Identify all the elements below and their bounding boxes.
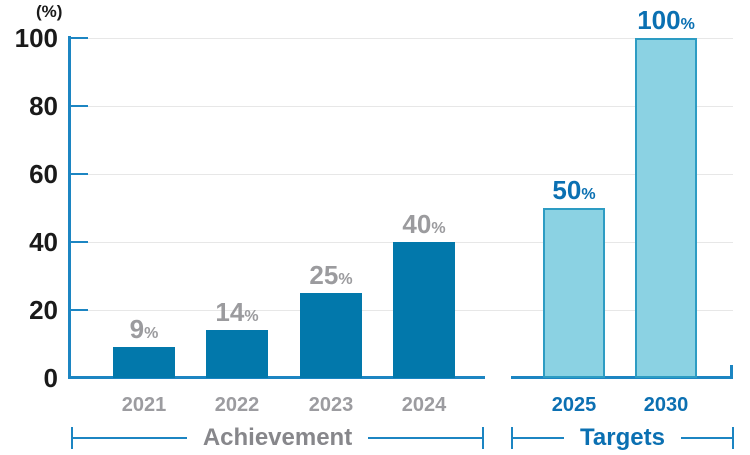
x-tick-label-2022: 2022	[214, 394, 260, 416]
x-tick-label-2025: 2025	[551, 394, 597, 416]
group-bracket-achievement: Achievement	[71, 424, 485, 451]
y-axis-tick	[70, 105, 88, 107]
bar-value-number: 14	[215, 297, 245, 328]
x-axis-baseline-achievement	[70, 376, 485, 379]
percent-suffix: %	[581, 186, 596, 203]
bar-value-label: 14%	[167, 297, 307, 332]
bar-value-label: 50%	[504, 175, 644, 210]
gridline	[70, 37, 733, 39]
bracket-right-cap	[482, 427, 485, 449]
gridline	[70, 105, 733, 107]
bracket-line	[73, 437, 187, 439]
y-axis-tick	[70, 241, 88, 243]
y-axis-line	[68, 36, 71, 379]
bar-value-number: 25	[309, 260, 339, 290]
x-axis-baseline-targets	[511, 376, 733, 379]
y-axis-tick-label: 100	[14, 23, 58, 53]
bar-2025	[543, 208, 605, 378]
y-axis-tick-label: 20	[29, 295, 58, 325]
y-axis-tick-label: 80	[29, 91, 58, 121]
x-axis-end-tick	[730, 365, 733, 378]
bracket-line	[513, 437, 565, 439]
bar-value-number: 50	[552, 175, 582, 205]
y-axis-tick-label: 60	[29, 159, 58, 189]
bar-value-number: 100	[637, 5, 681, 35]
gridline	[70, 173, 733, 175]
y-axis-tick	[70, 37, 88, 39]
bar-value-label: 40%	[354, 209, 494, 244]
bar-2022	[206, 330, 268, 378]
x-tick-label-2021: 2021	[121, 394, 167, 416]
bracket-left-cap	[511, 427, 513, 449]
percent-suffix: %	[680, 16, 695, 33]
bar-2024	[393, 242, 455, 378]
bar-value-label: 9%	[74, 314, 214, 349]
bar-value-label: 100%	[596, 5, 736, 40]
group-bracket-label: Targets	[580, 424, 665, 451]
bracket-right-cap	[732, 427, 735, 449]
y-axis-tick-label: 0	[43, 363, 58, 393]
y-axis-tick	[70, 309, 88, 311]
bar-2021	[113, 347, 175, 378]
bar-value-number: 40	[402, 209, 432, 239]
bar-value-label: 25%	[261, 260, 401, 295]
percent-suffix: %	[431, 220, 446, 237]
bracket-left-cap	[71, 427, 73, 449]
bar-2030	[635, 38, 697, 378]
percent-suffix: %	[338, 271, 353, 288]
group-bracket-label: Achievement	[202, 424, 353, 451]
bar-2023	[300, 293, 362, 378]
x-tick-label-2023: 2023	[308, 394, 354, 416]
percent-suffix: %	[144, 325, 159, 343]
y-axis-unit-label: (%)	[36, 2, 63, 21]
y-axis-tick	[70, 173, 88, 175]
percent-suffix: %	[244, 308, 259, 326]
x-tick-label-2024: 2024	[401, 394, 447, 416]
group-bracket-targets: Targets	[511, 424, 735, 451]
bracket-line	[680, 437, 733, 439]
x-tick-label-2030: 2030	[643, 394, 689, 416]
bracket-line	[368, 437, 483, 439]
y-axis-tick-label: 40	[29, 227, 58, 257]
bar-value-number: 9	[129, 314, 145, 345]
